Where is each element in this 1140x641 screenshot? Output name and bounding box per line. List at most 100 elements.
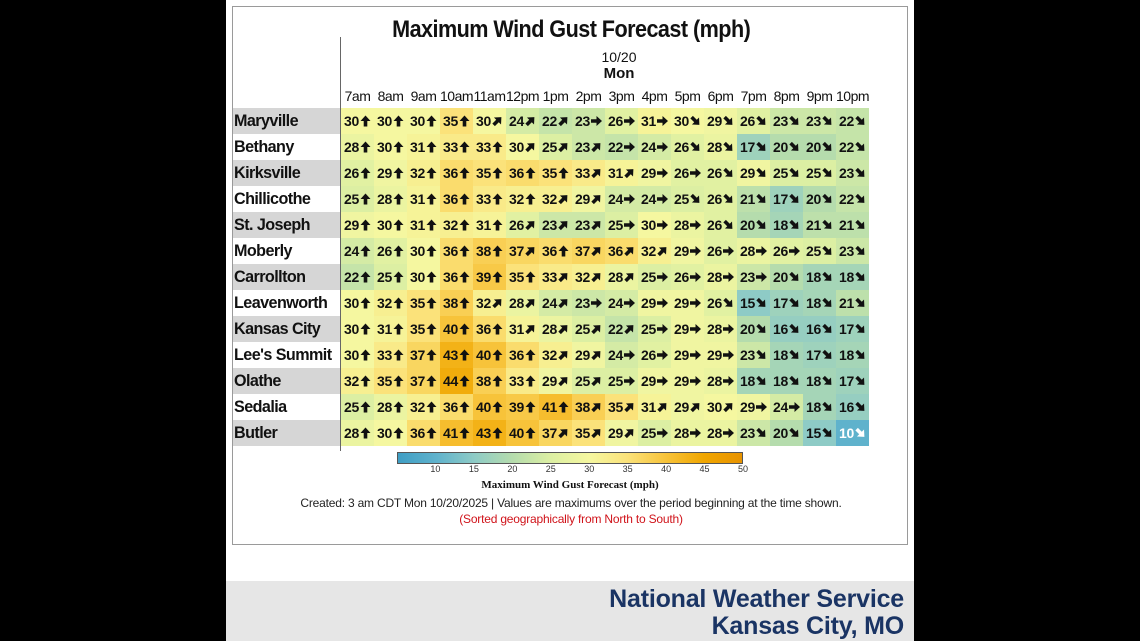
gust-value: 28 [509,295,524,311]
heatmap-cell: 18 [770,368,803,394]
gust-value: 22 [344,269,359,285]
wind-direction-arrow-icon [789,219,799,229]
wind-direction-arrow-icon [822,375,832,385]
wind-direction-arrow-icon [789,375,799,385]
gust-value: 33 [542,269,557,285]
gust-value: 18 [806,295,821,311]
heatmap-cell: 36 [506,342,539,368]
gust-value: 32 [443,217,458,233]
heatmap-cell: 26 [671,264,704,290]
gust-value: 20 [773,269,788,285]
gust-value: 22 [839,191,854,207]
heatmap-cell: 35 [407,316,440,342]
wind-direction-arrow-icon [558,299,568,309]
color-scale-tick-label: 45 [699,464,710,474]
wind-direction-arrow-icon [591,403,601,413]
heatmap-cell: 18 [836,264,869,290]
wind-direction-arrow-icon [360,245,371,257]
wind-direction-arrow-icon [855,427,865,437]
heatmap-cell: 36 [440,160,473,186]
wind-direction-arrow-icon [855,401,865,411]
gust-value: 26 [674,269,689,285]
heatmap-cell: 18 [803,290,836,316]
gust-value: 26 [707,217,722,233]
heatmap-cell: 30 [374,420,407,446]
nws-office: Kansas City, MO [711,612,905,640]
heatmap-cell: 33 [374,342,407,368]
wind-direction-arrow-icon [822,219,832,229]
gust-value: 25 [641,321,656,337]
wind-direction-arrow-icon [492,401,503,413]
wind-direction-arrow-icon [360,141,371,153]
wind-direction-arrow-icon [393,297,404,309]
gust-value: 39 [509,399,524,415]
wind-direction-arrow-icon [822,245,832,255]
gust-value: 28 [344,425,359,441]
wind-direction-arrow-icon [492,167,503,179]
gust-value: 28 [377,399,392,415]
wind-direction-arrow-icon [591,247,601,257]
gust-value: 18 [773,217,788,233]
wind-direction-arrow-icon [689,168,701,178]
heatmap-cell: 25 [374,264,407,290]
wind-direction-arrow-icon [459,323,470,335]
wind-direction-arrow-icon [393,219,404,231]
gust-value: 25 [806,243,821,259]
heatmap-cell: 18 [836,342,869,368]
gust-value: 39 [476,269,491,285]
gust-value: 25 [575,321,590,337]
wind-direction-arrow-icon [558,401,569,413]
gust-value: 32 [542,347,557,363]
gust-value: 36 [443,243,458,259]
gust-value: 31 [410,139,425,155]
gust-value: 28 [707,321,722,337]
wind-direction-arrow-icon [789,297,799,307]
gust-value: 37 [410,347,425,363]
wind-direction-arrow-icon [525,271,536,283]
wind-direction-arrow-icon [722,376,734,386]
heatmap-cell: 26 [704,186,737,212]
heatmap-cell: 18 [803,368,836,394]
gust-value: 22 [839,139,854,155]
wind-direction-arrow-icon [591,377,601,387]
heatmap-cell: 33 [572,160,605,186]
gust-value: 29 [674,321,689,337]
heatmap-cell: 29 [704,108,737,134]
gust-value: 26 [509,217,524,233]
heatmap-cell: 43 [473,420,506,446]
heatmap-cell: 23 [572,212,605,238]
gust-value: 30 [707,399,722,415]
heatmap-cell: 30 [374,134,407,160]
heatmap-cell: 31 [473,212,506,238]
wind-direction-arrow-icon [591,351,601,361]
color-scale-tick-label: 25 [545,464,556,474]
heatmap-cell: 29 [737,160,770,186]
hour-label: 10pm [836,88,870,104]
heatmap-cell: 30 [407,238,440,264]
gust-value: 28 [707,269,722,285]
heatmap-cell: 23 [737,420,770,446]
wind-direction-arrow-icon [492,299,502,309]
heatmap-cell: 29 [671,316,704,342]
hour-label: 9am [410,88,437,104]
heatmap-cell: 40 [440,316,473,342]
gust-value: 32 [509,191,524,207]
gust-value: 30 [410,269,425,285]
gust-value: 35 [608,399,623,415]
gust-value: 24 [641,191,656,207]
wind-direction-arrow-icon [393,349,404,361]
gust-value: 26 [344,165,359,181]
heatmap-cell: 35 [605,394,638,420]
heatmap-cell: 33 [506,368,539,394]
wind-direction-arrow-icon [656,272,668,282]
wind-direction-arrow-icon [722,272,734,282]
city-label: Maryville [233,108,340,134]
heatmap-cell: 31 [407,186,440,212]
chart-panel: Maximum Wind Gust Forecast (mph) 10/20 M… [232,6,908,545]
gust-value: 30 [476,113,491,129]
heatmap-cell: 28 [704,316,737,342]
heatmap-cell: 17 [770,290,803,316]
hour-label: 12pm [506,88,540,104]
hour-label: 6pm [707,88,734,104]
wind-direction-arrow-icon [656,142,668,152]
